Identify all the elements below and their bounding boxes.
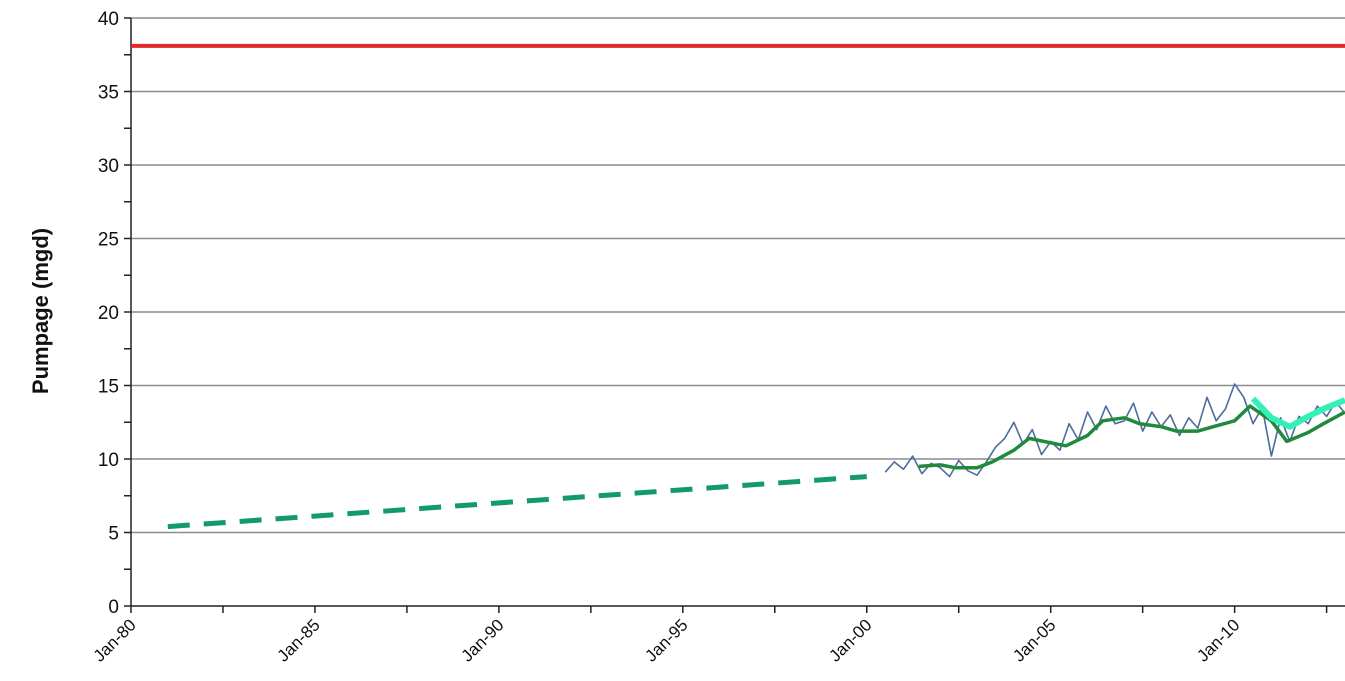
- y-tick-label: 40: [98, 9, 119, 30]
- x-tick-label: Jan-80: [90, 615, 140, 665]
- y-tick-label: 30: [98, 156, 119, 177]
- x-tick-label: Jan-00: [825, 615, 875, 665]
- y-tick-label: 35: [98, 83, 119, 104]
- y-tick-label: 5: [108, 524, 119, 545]
- y-tick-label: 15: [98, 377, 119, 398]
- x-tick-label: Jan-10: [1193, 615, 1243, 665]
- historical-projection-line: [167, 474, 867, 530]
- y-tick-label: 25: [98, 230, 119, 251]
- y-tick-label: 20: [98, 303, 119, 324]
- trend-line: [918, 404, 1345, 470]
- forecast-line: [1250, 396, 1345, 430]
- x-tick-label: Jan-95: [641, 615, 691, 665]
- x-tick-label: Jan-05: [1009, 615, 1059, 665]
- gridlines: [131, 17, 1345, 534]
- y-axis: 0 5 10 15 20 25 30 35 40: [98, 9, 132, 618]
- series-layer: [131, 43, 1345, 530]
- x-axis: Jan-80 Jan-85 Jan-90 Jan-95 Jan-00 Jan-05 Jan-…: [90, 605, 1345, 666]
- y-axis-title: Pumpage (mgd): [28, 228, 53, 394]
- x-tick-label: Jan-90: [458, 615, 508, 665]
- y-tick-label: 0: [108, 597, 119, 618]
- y-tick-label: 10: [98, 450, 119, 471]
- x-tick-label: Jan-85: [274, 615, 324, 665]
- monthly-pumpage-line: [884, 383, 1345, 478]
